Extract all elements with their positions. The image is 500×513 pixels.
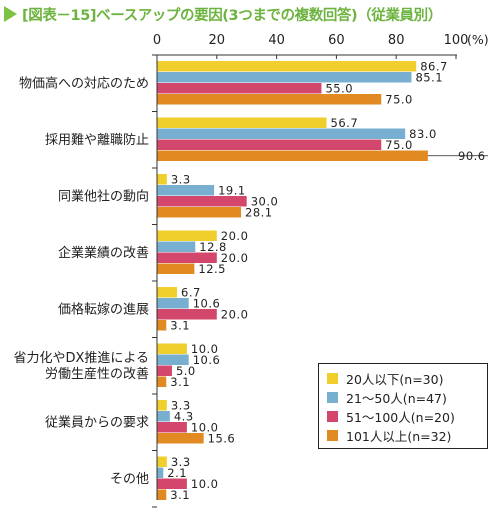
bar-5-series-1	[157, 354, 189, 365]
bar-5-series-0	[157, 343, 187, 354]
value-label-5-1: 10.6	[193, 353, 221, 367]
value-label-1-0: 56.7	[331, 116, 359, 130]
legend-item-series-2: 51～100人(n=20)	[327, 407, 487, 426]
bar-2-series-0	[157, 174, 167, 185]
value-label-0-3: 75.0	[385, 93, 413, 107]
bar-3-series-3	[157, 263, 195, 274]
value-label-2-0: 3.3	[171, 173, 191, 187]
category-label-0: 物価高への対応のため	[19, 76, 149, 92]
value-label-1-1: 83.0	[409, 127, 437, 141]
bar-2-series-3	[157, 207, 242, 218]
bar-7-series-2	[157, 478, 187, 489]
x-axis-unit-label: (%)	[467, 32, 489, 47]
category-label-5: 労働生産性の改善	[45, 366, 149, 382]
bar-0-series-0	[157, 61, 417, 72]
bar-3-series-1	[157, 241, 196, 252]
bar-1-series-0	[157, 117, 327, 128]
legend-swatch-1	[327, 392, 338, 403]
bar-0-series-2	[157, 83, 322, 94]
value-label-4-0: 6.7	[181, 286, 201, 300]
value-label-5-3: 3.1	[170, 375, 190, 389]
value-label-0-0: 86.7	[420, 60, 448, 74]
legend-label-2: 51～100人(n=20)	[346, 410, 455, 425]
chart-title: [図表－15]ベースアップの要因(3つまでの複数回答)（従業員別）	[22, 7, 442, 24]
value-label-7-0: 3.3	[171, 455, 191, 469]
bar-7-series-1	[157, 467, 164, 478]
value-label-6-3: 15.6	[208, 432, 236, 446]
bar-1-series-3	[157, 150, 428, 161]
bar-3-series-0	[157, 230, 217, 241]
x-tick-label-40: 40	[268, 33, 285, 48]
value-label-3-2: 20.0	[221, 251, 249, 265]
legend-swatch-2	[327, 411, 338, 422]
legend-label-3: 101人以上(n=32)	[346, 429, 452, 444]
value-label-3-0: 20.0	[221, 229, 249, 243]
value-label-6-0: 3.3	[171, 399, 191, 413]
value-label-0-2: 55.0	[325, 82, 353, 96]
value-label-4-3: 3.1	[170, 319, 190, 333]
value-label-3-1: 12.8	[199, 240, 227, 254]
bar-2-series-2	[157, 196, 247, 207]
value-label-2-3: 28.1	[245, 206, 273, 220]
bar-4-series-2	[157, 309, 217, 320]
category-label-7: その他	[110, 472, 149, 487]
value-label-4-1: 10.6	[193, 297, 221, 311]
bar-4-series-0	[157, 287, 178, 298]
legend-swatch-0	[327, 373, 338, 384]
bar-1-series-1	[157, 128, 406, 139]
legend-item-series-1: 21～50人(n=47)	[327, 388, 487, 407]
value-label-7-1: 2.1	[167, 466, 187, 480]
category-label-2: 同業他社の動向	[58, 189, 149, 205]
legend-label-1: 21～50人(n=47)	[346, 391, 447, 406]
category-label-6: 従業員からの要求	[45, 415, 149, 431]
bar-7-series-3	[157, 489, 167, 500]
bar-4-series-1	[157, 298, 189, 309]
x-tick-label-80: 80	[388, 33, 405, 48]
value-label-1-2: 75.0	[385, 138, 413, 152]
category-label-5: 省力化やDX推進による	[13, 351, 149, 366]
value-label-0-1: 85.1	[415, 71, 443, 85]
bar-6-series-3	[157, 433, 204, 444]
bar-6-series-0	[157, 400, 167, 411]
value-label-1-3: 90.6	[458, 149, 486, 163]
x-tick-label-100: 100	[444, 33, 469, 48]
value-label-3-3: 12.5	[198, 262, 226, 276]
category-label-3: 企業業績の改善	[58, 245, 149, 261]
value-label-6-1: 4.3	[174, 410, 194, 424]
x-tick-label-20: 20	[209, 33, 226, 48]
bar-7-series-0	[157, 456, 167, 467]
value-label-7-3: 3.1	[170, 488, 190, 502]
category-label-4: 価格転嫁の進展	[58, 302, 149, 318]
bar-5-series-2	[157, 365, 172, 376]
bar-0-series-3	[157, 94, 382, 105]
bar-5-series-3	[157, 376, 167, 387]
bar-4-series-3	[157, 320, 167, 331]
chart-title-row: [図表－15]ベースアップの要因(3つまでの複数回答)（従業員別）	[4, 3, 442, 25]
value-label-4-2: 20.0	[221, 308, 249, 322]
bar-2-series-1	[157, 185, 215, 196]
legend-item-series-0: 20人以下(n=30)	[327, 369, 487, 388]
x-tick-label-0: 0	[153, 33, 161, 48]
bar-0-series-1	[157, 72, 412, 83]
bar-3-series-2	[157, 252, 217, 263]
title-triangle-icon	[4, 6, 17, 22]
bar-1-series-2	[157, 139, 382, 150]
legend-swatch-3	[327, 430, 338, 441]
legend: 20人以下(n=30) 21～50人(n=47) 51～100人(n=20) 1…	[318, 363, 488, 449]
x-tick-label-60: 60	[328, 33, 345, 48]
value-label-2-1: 19.1	[218, 184, 246, 198]
value-label-2-2: 30.0	[251, 195, 279, 209]
value-label-6-2: 10.0	[191, 421, 219, 435]
legend-label-0: 20人以下(n=30)	[346, 372, 444, 387]
value-label-5-2: 5.0	[176, 364, 196, 378]
bar-6-series-2	[157, 422, 187, 433]
value-label-5-0: 10.0	[191, 342, 219, 356]
legend-item-series-3: 101人以上(n=32)	[327, 426, 487, 445]
category-label-1: 採用難や離職防止	[45, 132, 149, 148]
value-label-7-2: 10.0	[191, 477, 219, 491]
bar-6-series-1	[157, 411, 170, 422]
